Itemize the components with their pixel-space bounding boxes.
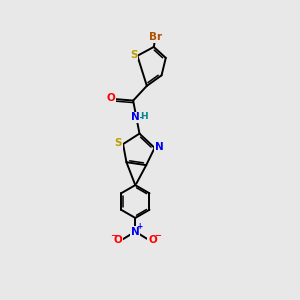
Text: O: O (114, 235, 122, 244)
Text: N: N (131, 226, 140, 237)
Text: +: + (136, 223, 142, 232)
Text: Br: Br (149, 32, 163, 43)
Text: N: N (131, 112, 140, 122)
Text: −: − (154, 231, 161, 240)
Text: −: − (110, 231, 117, 240)
Text: O: O (148, 235, 157, 244)
Text: N: N (155, 142, 164, 152)
Text: S: S (115, 138, 122, 148)
Text: S: S (130, 50, 137, 60)
Text: H: H (140, 112, 148, 121)
Text: O: O (106, 93, 115, 103)
